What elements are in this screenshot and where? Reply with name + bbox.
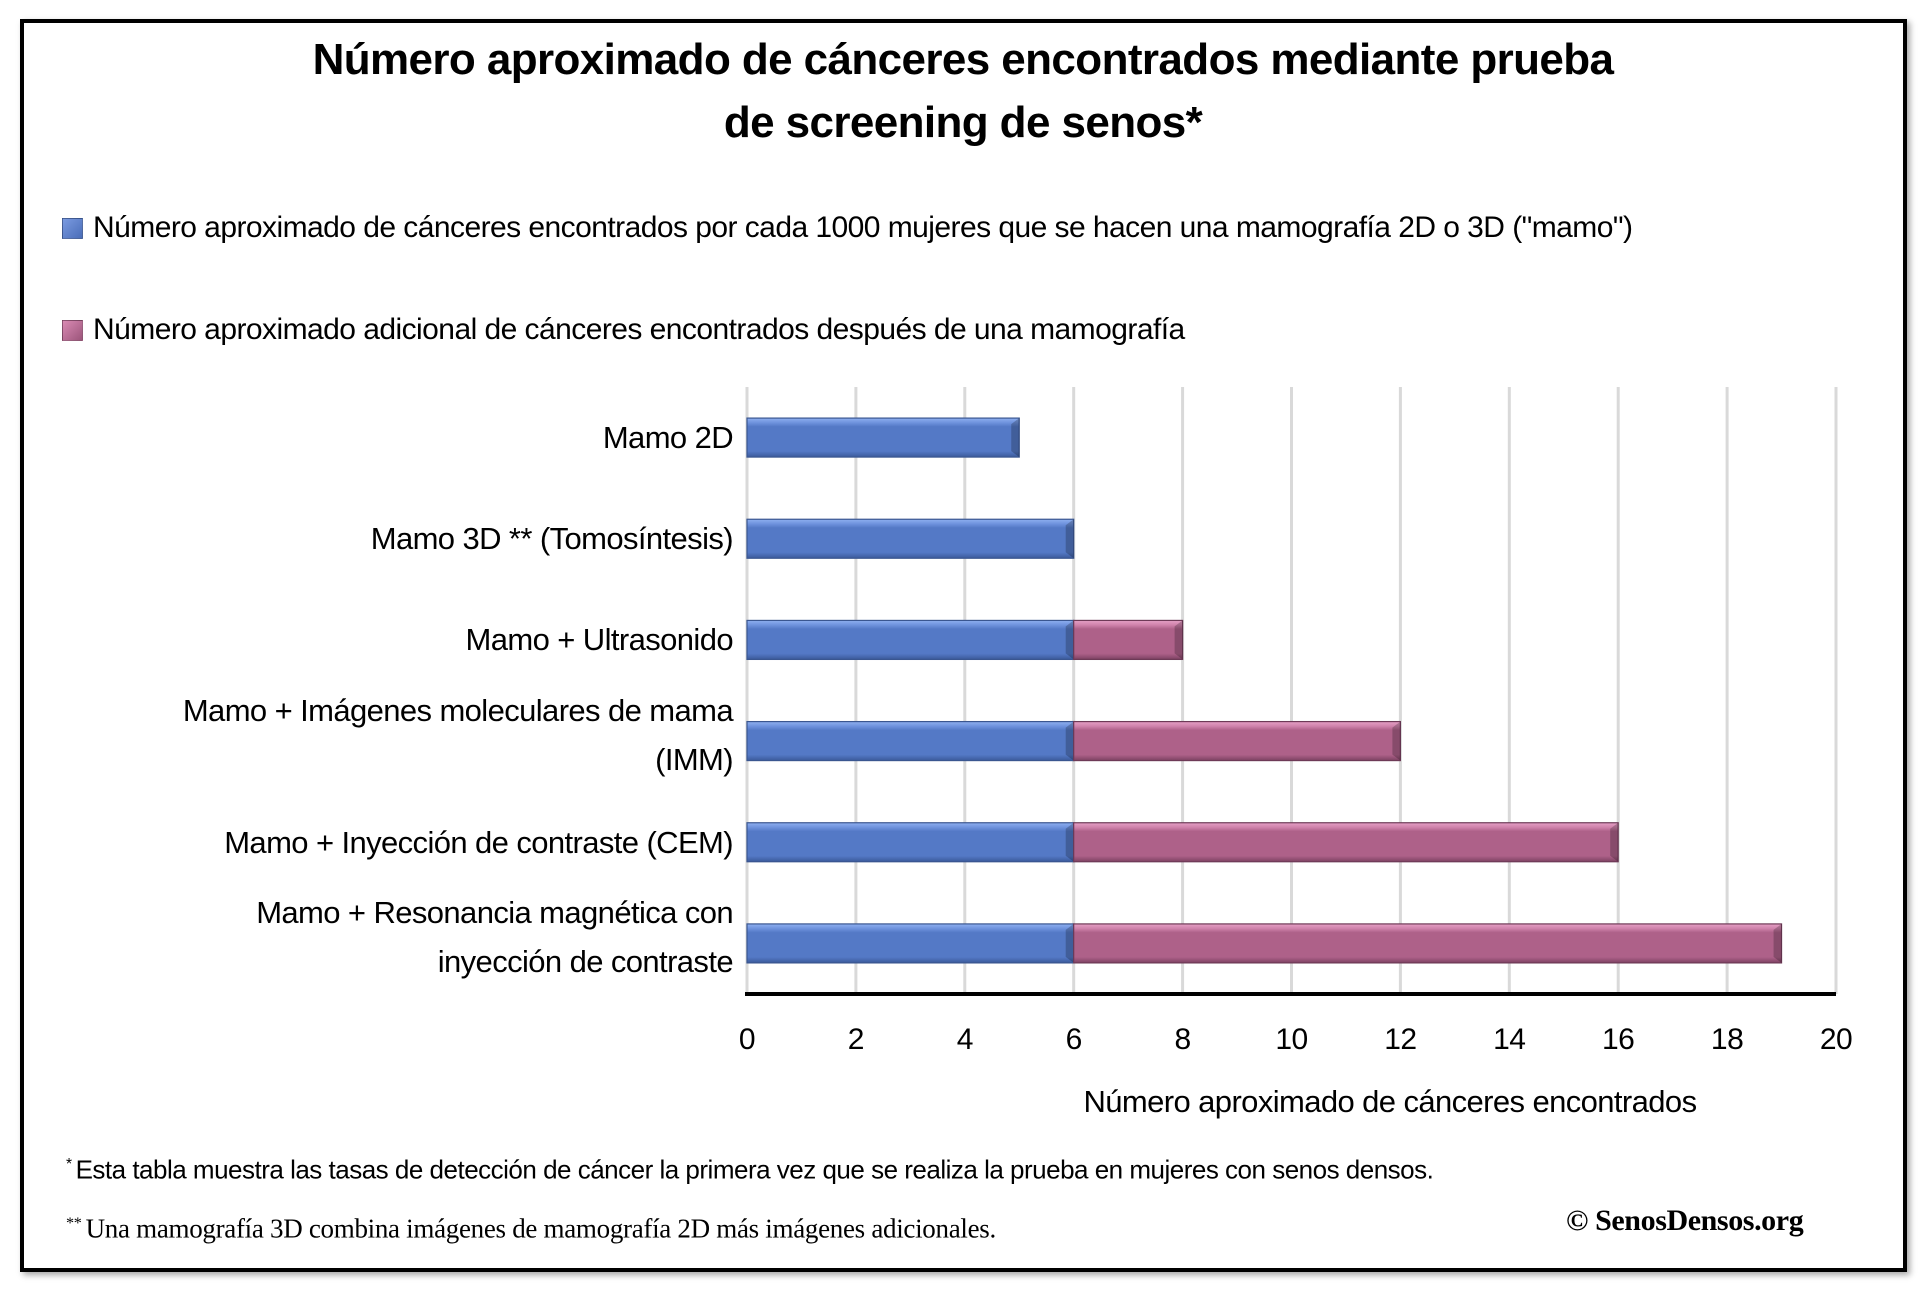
x-tick-label: 8 bbox=[1174, 1023, 1192, 1056]
category-label-line: Mamo + Resonancia magnética con bbox=[256, 895, 733, 931]
bar-bevel bbox=[1065, 822, 1074, 862]
category-label: Mamo + Inyección de contraste (CEM) bbox=[13, 818, 733, 867]
category-label: Mamo + Resonancia magnética con inyección… bbox=[13, 888, 733, 986]
legend-swatch-pink-icon bbox=[62, 320, 83, 341]
bar-additional bbox=[1073, 822, 1619, 863]
category-label-line: (IMM) bbox=[655, 742, 734, 778]
chart-title-line-2: de screening de senos* bbox=[723, 98, 1203, 147]
x-tick-label: 0 bbox=[738, 1023, 756, 1056]
bar-bevel bbox=[1065, 721, 1074, 761]
x-tick-label: 6 bbox=[1065, 1023, 1083, 1056]
bar-bevel bbox=[1610, 822, 1619, 862]
bar-bevel bbox=[1065, 620, 1074, 660]
bar-bevel bbox=[1174, 620, 1183, 660]
bar-additional bbox=[1073, 923, 1783, 964]
bar-mamo bbox=[746, 822, 1075, 863]
footnote-2-text: Una mamografía 3D combina imágenes de ma… bbox=[85, 1213, 997, 1244]
category-label-line: Mamo + Imágenes moleculares de mama bbox=[182, 693, 734, 729]
x-axis-title: Número aproximado de cánceres encontrado… bbox=[1083, 1084, 1698, 1119]
x-tick-label: 4 bbox=[956, 1023, 974, 1056]
x-tick-label: 14 bbox=[1493, 1023, 1526, 1056]
x-tick-label: 10 bbox=[1275, 1023, 1308, 1056]
footnote-2-marker: ** bbox=[66, 1214, 82, 1232]
category-label: Mamo 2D bbox=[13, 413, 734, 462]
footnote-2: ** Una mamografía 3D combina imágenes de … bbox=[66, 1203, 996, 1249]
bar-bevel bbox=[1773, 923, 1782, 963]
chart-title-line-1: Número aproximado de cánceres encontrado… bbox=[312, 35, 1614, 84]
category-label-line: inyección de contraste bbox=[437, 944, 734, 980]
bar-bevel bbox=[1392, 721, 1401, 761]
bar-bevel bbox=[1065, 519, 1074, 559]
bar-bevel bbox=[1011, 418, 1020, 458]
x-tick-label: 2 bbox=[847, 1023, 865, 1056]
category-label: Mamo + Ultrasonido bbox=[13, 615, 734, 664]
x-tick-label: 12 bbox=[1384, 1023, 1417, 1056]
category-label-line: Mamo + Ultrasonido bbox=[465, 622, 734, 658]
category-label: Mamo 3D ** (Tomosíntesis) bbox=[13, 514, 734, 563]
category-label-line: Mamo 3D ** (Tomosíntesis) bbox=[370, 521, 734, 557]
bar-mamo bbox=[746, 518, 1075, 559]
category-label-line: Mamo + Inyección de contraste (CEM) bbox=[224, 824, 733, 860]
copyright-notice: © SenosDensos.org bbox=[1566, 1204, 1804, 1237]
bar-mamo bbox=[746, 720, 1075, 762]
chart-title: Número aproximado de cánceres encontrado… bbox=[120, 28, 1806, 154]
legend-label: Número aproximado de cánceres encontrado… bbox=[93, 211, 1633, 244]
x-tick-label: 18 bbox=[1710, 1023, 1744, 1056]
category-label: Mamo + Imágenes moleculares de mama (IMM) bbox=[13, 686, 734, 784]
bar-mamo bbox=[746, 619, 1075, 661]
bar-additional bbox=[1073, 720, 1401, 762]
x-tick-label: 20 bbox=[1819, 1023, 1853, 1056]
footnote-1-marker: * bbox=[66, 1156, 72, 1173]
bar-bevel bbox=[1065, 923, 1074, 963]
bar-additional bbox=[1073, 619, 1184, 661]
legend-label: Número aproximado adicional de cánceres … bbox=[93, 313, 1185, 346]
footnote-1-text: Esta tabla muestra las tasas de detecció… bbox=[75, 1154, 1434, 1185]
x-tick-label: 16 bbox=[1602, 1023, 1635, 1056]
bar-mamo bbox=[746, 923, 1075, 964]
footnote-1: * Esta tabla muestra las tasas de detecci… bbox=[66, 1146, 1434, 1188]
legend-swatch-blue-icon bbox=[62, 218, 83, 239]
category-label-line: Mamo 2D bbox=[602, 420, 734, 456]
bar-mamo bbox=[746, 417, 1020, 458]
